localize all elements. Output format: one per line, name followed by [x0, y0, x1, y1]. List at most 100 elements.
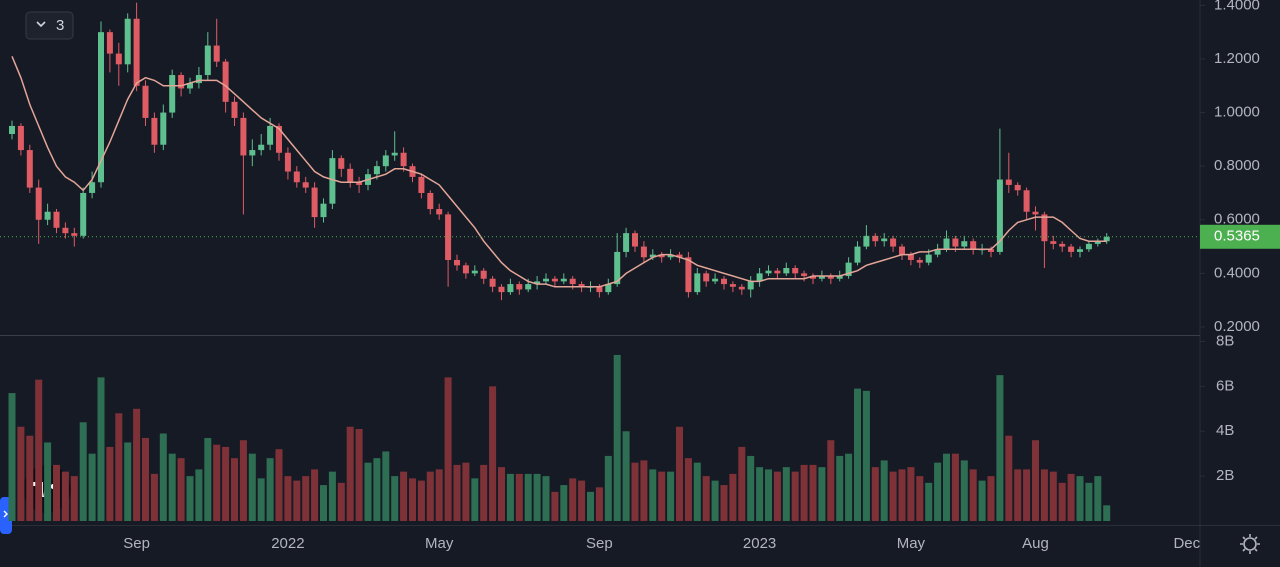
- candle-body: [525, 284, 532, 290]
- volume-bar: [444, 377, 452, 521]
- candle-body: [943, 238, 950, 250]
- volume-bar: [177, 458, 185, 521]
- candle-body: [827, 276, 834, 279]
- volume-bar: [569, 478, 577, 521]
- volume-bar: [987, 476, 995, 521]
- candle-body: [756, 273, 763, 282]
- candle-body: [391, 152, 398, 156]
- indicator-toggle[interactable]: 3: [25, 11, 74, 40]
- candle-body: [204, 45, 211, 76]
- volume-bar: [320, 485, 327, 521]
- volume-bar: [400, 471, 408, 521]
- candle-body: [632, 233, 638, 247]
- candle-body: [907, 254, 914, 260]
- candle-body: [1014, 184, 1021, 191]
- volume-bar: [542, 476, 550, 521]
- volume-bar: [907, 467, 915, 521]
- volume-bar: [765, 469, 772, 521]
- candle-body: [338, 158, 345, 169]
- volume-bar: [622, 431, 630, 521]
- volume-bar: [560, 485, 568, 521]
- volume-bar: [489, 386, 497, 521]
- volume-bar: [773, 471, 781, 521]
- price-pane: [0, 2, 1200, 301]
- candle-body: [195, 75, 202, 84]
- volume-bar: [595, 487, 603, 521]
- volume-bar: [1103, 505, 1111, 521]
- volume-bar: [613, 354, 621, 521]
- candle-body: [934, 249, 941, 255]
- volume-pane: [8, 354, 1111, 521]
- candle-body: [1023, 190, 1030, 212]
- candle-body: [1059, 243, 1066, 247]
- volume-bar: [524, 473, 532, 521]
- candle-body: [240, 117, 247, 156]
- candle-body: [498, 286, 505, 293]
- volume-bar: [186, 476, 194, 521]
- last-price-box: [1200, 224, 1280, 249]
- toggle-box[interactable]: [25, 11, 74, 40]
- volume-bar: [480, 464, 488, 521]
- candle-body: [44, 211, 51, 220]
- candle-body: [881, 238, 888, 242]
- volume-bar: [693, 462, 701, 521]
- y-tick-label: 0.2000: [1214, 318, 1260, 335]
- candle-body: [213, 45, 220, 62]
- volume-bar: [809, 464, 817, 521]
- volume-bar: [943, 453, 950, 521]
- candle-body: [658, 254, 665, 258]
- candle-body: [970, 241, 977, 250]
- candle-body: [249, 150, 256, 156]
- candle-body: [178, 75, 185, 89]
- volume-bar: [667, 471, 675, 521]
- settings[interactable]: [1240, 534, 1260, 554]
- volume-bar: [578, 480, 586, 521]
- volume-bar: [213, 444, 221, 521]
- volume-bar: [1005, 435, 1013, 521]
- candle-body: [649, 254, 656, 258]
- gear-ring[interactable]: [1243, 537, 1257, 551]
- volume-bar: [204, 437, 212, 521]
- candle-body: [1050, 241, 1057, 244]
- volume-bar: [978, 480, 986, 521]
- candle-body: [729, 284, 736, 287]
- candle-body: [1005, 179, 1012, 185]
- candle-body: [569, 278, 576, 285]
- gear-teeth: [1240, 534, 1260, 554]
- volume-bar: [355, 429, 363, 521]
- candle-body: [801, 273, 808, 277]
- candle-body: [471, 270, 478, 274]
- x-tick-label: Sep: [586, 535, 613, 552]
- candle-body: [187, 83, 193, 89]
- x-tick-label: 2022: [271, 535, 304, 552]
- candle-body: [1068, 246, 1075, 252]
- x-tick-label: Dec: [1173, 535, 1200, 552]
- candle-body: [890, 238, 897, 247]
- axes: 0.2000 0.4000 0.6000 0.8000 1.0000 1.2000 1.40…: [123, 0, 1280, 552]
- candle-body: [267, 125, 274, 145]
- candle-body: [534, 281, 541, 285]
- candle-body: [667, 254, 674, 258]
- volume-bar: [79, 422, 87, 521]
- candle-body: [329, 158, 336, 204]
- volume-bar: [70, 476, 78, 521]
- volume-bar: [684, 458, 692, 521]
- volume-bar: [275, 449, 283, 521]
- candle-body: [17, 125, 24, 151]
- volume-bar: [257, 478, 265, 521]
- candle-body: [765, 270, 772, 274]
- candle-body: [1032, 211, 1039, 215]
- candle-body: [462, 265, 469, 274]
- volume-bar: [17, 426, 25, 521]
- candle-body: [614, 251, 621, 285]
- candle-body: [347, 168, 354, 183]
- candle-body: [1077, 249, 1083, 252]
- candle-body: [160, 112, 167, 145]
- volume-bar: [106, 446, 114, 521]
- candle-body: [845, 262, 852, 277]
- candle-body: [489, 278, 496, 287]
- volume-bar: [311, 469, 319, 521]
- candle-body: [98, 32, 104, 183]
- candle-body: [106, 32, 113, 54]
- candle-body: [1094, 241, 1101, 244]
